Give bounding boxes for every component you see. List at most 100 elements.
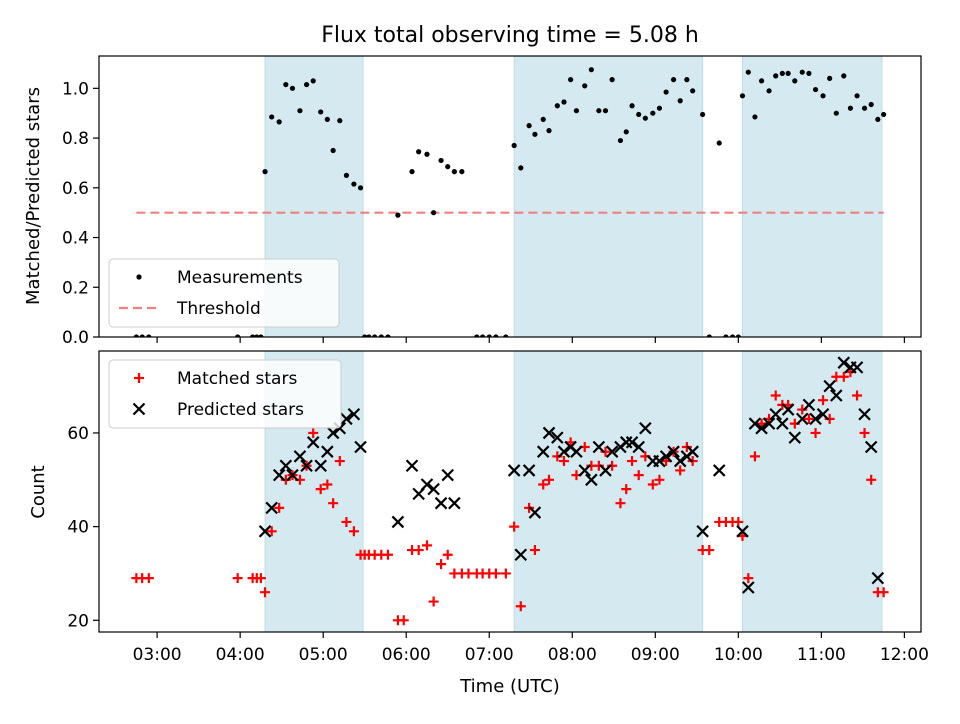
matched-stars-point <box>803 413 814 424</box>
predicted-stars-point <box>736 525 749 538</box>
measurements-point <box>739 93 746 99</box>
measurements-point <box>841 73 847 79</box>
x-tick-label: 06:00 <box>382 645 431 665</box>
measurements-point <box>812 86 819 93</box>
measurements-point <box>773 73 779 79</box>
predicted-stars-point <box>293 450 307 463</box>
top-plot-area <box>133 67 887 337</box>
measurements-point <box>561 99 567 105</box>
measurements-point <box>416 149 422 155</box>
predicted-stars-point <box>300 459 313 473</box>
matched-stars-point <box>413 545 424 556</box>
measurements-point <box>378 334 384 337</box>
measurements-point <box>663 89 669 95</box>
measurements-point <box>596 108 602 114</box>
measurements-point <box>330 147 336 154</box>
measurements-point <box>847 105 854 111</box>
matched-stars-point <box>633 470 644 481</box>
matched-stars-point <box>770 390 781 401</box>
measurements-point <box>258 334 264 337</box>
x-tick-label: 09:00 <box>631 645 680 665</box>
measurements-point <box>656 105 663 111</box>
predicted-stars-point <box>286 468 299 482</box>
matched-stars-point <box>515 601 526 612</box>
measurements-point <box>623 129 629 135</box>
predicted-stars-point <box>696 525 709 538</box>
measurements-point <box>546 128 552 134</box>
matched-stars-point <box>421 540 432 551</box>
measurements-point <box>254 334 260 337</box>
bottom-legend-label: Matched stars <box>177 369 297 389</box>
top-y-tick-label: 0.4 <box>62 229 89 249</box>
measurements-point <box>337 118 343 124</box>
predicted-stars-point <box>592 440 606 454</box>
legend-measurements-marker <box>136 274 142 280</box>
top-legend: Measurements Threshold <box>108 258 340 328</box>
predicted-stars-point <box>795 412 809 426</box>
measurements-point <box>318 109 324 115</box>
matched-stars-point <box>143 573 154 584</box>
measurements-point <box>424 151 430 157</box>
measurements-point <box>758 78 765 84</box>
measurements-point <box>729 334 736 337</box>
matched-stars-point <box>341 516 352 527</box>
matched-stars-point <box>749 451 760 462</box>
matched-stars-point <box>544 474 555 485</box>
predicted-stars-point <box>850 361 864 374</box>
predicted-stars-point <box>809 412 822 426</box>
predicted-stars-point <box>347 407 361 421</box>
measurements-point <box>573 108 580 114</box>
matched-stars-point <box>266 526 277 537</box>
matched-stars-point <box>866 474 877 485</box>
predicted-stars-point <box>781 403 795 416</box>
measurements-point <box>854 93 860 99</box>
predicted-stars-point <box>639 421 652 435</box>
measurements-point <box>343 172 350 178</box>
bottom-legend-box <box>108 359 342 429</box>
predicted-stars-point <box>578 464 592 477</box>
predicted-stars-point <box>557 445 571 458</box>
measurements-point <box>716 140 722 146</box>
measurements-point <box>269 114 275 120</box>
predicted-stars-point <box>837 356 851 369</box>
measurements-point <box>588 67 594 73</box>
measurements-point <box>735 334 741 337</box>
bottom-y-tick-label: 20 <box>67 611 89 631</box>
matched-stars-point <box>308 427 319 438</box>
top-panel: 0.0 0.2 0.4 0.6 0.8 1.0 Measurements Threshold <box>62 55 922 348</box>
predicted-stars-point <box>528 506 542 519</box>
predicted-stars-point <box>667 445 680 458</box>
measurements-point <box>289 85 296 91</box>
bottom-y-tick-label: 40 <box>67 518 89 538</box>
matched-stars-point <box>743 573 754 584</box>
predicted-stars-point <box>321 445 334 458</box>
measurements-point <box>438 157 444 164</box>
x-tick-label: 10:00 <box>714 645 763 665</box>
measurements-point <box>250 334 256 337</box>
measurements-point <box>385 334 391 337</box>
measurements-point <box>357 185 364 191</box>
predicted-stars-point <box>391 515 405 529</box>
measurements-point <box>395 212 401 218</box>
predicted-stars-point <box>769 407 782 421</box>
top-legend-box <box>108 258 340 328</box>
measurements-point <box>139 334 145 337</box>
measurements-point <box>602 108 609 114</box>
matched-stars-point <box>538 479 549 490</box>
measurements-point <box>650 110 656 116</box>
measurements-point <box>235 334 241 337</box>
predicted-stars-point <box>864 440 878 454</box>
predicted-stars-point <box>314 459 327 473</box>
predicted-stars-point <box>536 445 550 458</box>
bottom-plot-area <box>131 356 889 626</box>
predicted-stars-point <box>340 412 353 426</box>
measurements-point <box>540 116 546 123</box>
measurements-point <box>262 169 268 175</box>
predicted-stars-point <box>585 473 598 487</box>
measurements-point <box>752 114 758 120</box>
measurements-point <box>700 111 706 118</box>
x-tick-label: 07:00 <box>465 645 514 665</box>
predicted-stars-point <box>871 571 885 585</box>
measurements-point <box>868 101 874 108</box>
bottom-legend: Matched stars Predicted stars <box>108 359 342 429</box>
